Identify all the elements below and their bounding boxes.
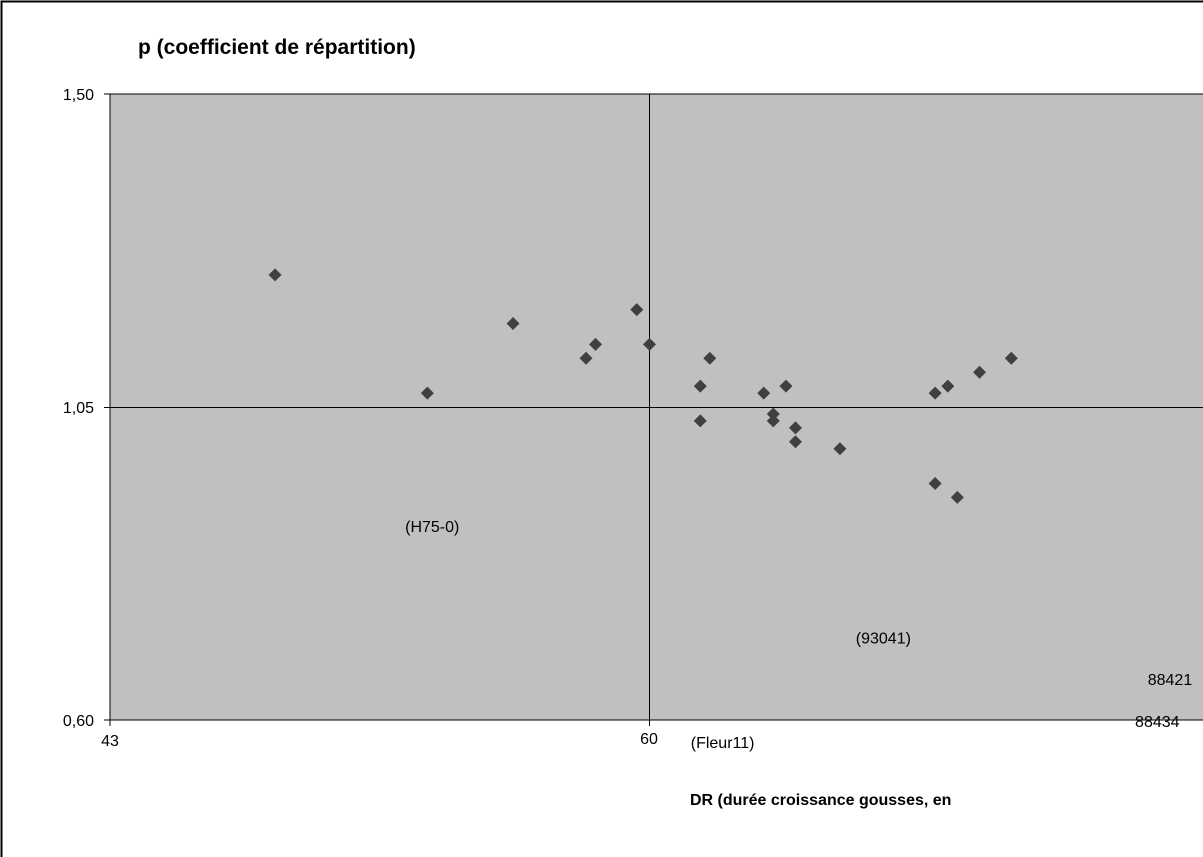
data-point <box>693 379 707 393</box>
data-point <box>928 477 942 491</box>
point-label: (93041) <box>856 630 911 647</box>
data-point <box>579 351 593 365</box>
y-tick-label: 1,05 <box>63 400 94 417</box>
data-point <box>757 386 771 400</box>
data-point <box>788 421 802 435</box>
y-tick-label: 1,50 <box>63 87 94 104</box>
data-point <box>1004 351 1018 365</box>
data-point <box>589 337 603 351</box>
y-axis: 1,50 1,05 0,60 <box>63 87 110 730</box>
data-point <box>643 337 656 351</box>
data-point <box>950 490 964 504</box>
chart-title: p (coefficient de répartition) <box>138 36 416 59</box>
x-tick-label: 43 <box>101 733 119 750</box>
x-tick-label: 60 <box>640 731 658 748</box>
data-point <box>788 435 802 449</box>
data-point <box>506 317 520 331</box>
point-labels: (H75-0)93057(93041)NC7(73-28)GH119-2073-… <box>405 519 1193 752</box>
data-point <box>973 365 987 379</box>
data-point <box>703 351 717 365</box>
data-point <box>941 379 955 393</box>
data-point <box>766 407 780 421</box>
data-point <box>693 414 707 428</box>
data-series <box>268 268 1018 504</box>
data-point <box>420 386 434 400</box>
data-point <box>268 268 282 282</box>
x-axis-title: DR (durée croissance gousses, en <box>690 792 951 809</box>
y-tick-label: 0,60 <box>63 713 94 730</box>
x-axis: 43 60 <box>101 720 658 750</box>
point-label: (H75-0) <box>405 519 459 536</box>
data-point <box>928 386 942 400</box>
data-point <box>766 414 780 428</box>
point-label: (Fleur11) <box>691 735 755 752</box>
point-label: 88434 <box>1135 714 1180 731</box>
data-point <box>833 442 847 456</box>
data-point <box>630 303 644 317</box>
data-point <box>779 379 793 393</box>
point-label: 88421 <box>1148 672 1193 689</box>
